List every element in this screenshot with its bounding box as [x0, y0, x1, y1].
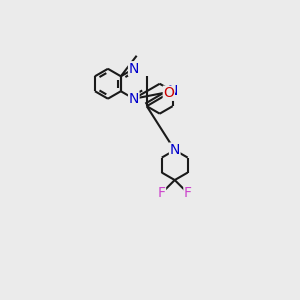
Text: N: N — [167, 84, 178, 98]
Text: O: O — [163, 86, 174, 100]
Text: N: N — [129, 62, 139, 76]
Text: F: F — [184, 186, 192, 200]
Text: N: N — [169, 143, 180, 157]
Text: F: F — [158, 186, 166, 200]
Text: N: N — [129, 92, 139, 106]
